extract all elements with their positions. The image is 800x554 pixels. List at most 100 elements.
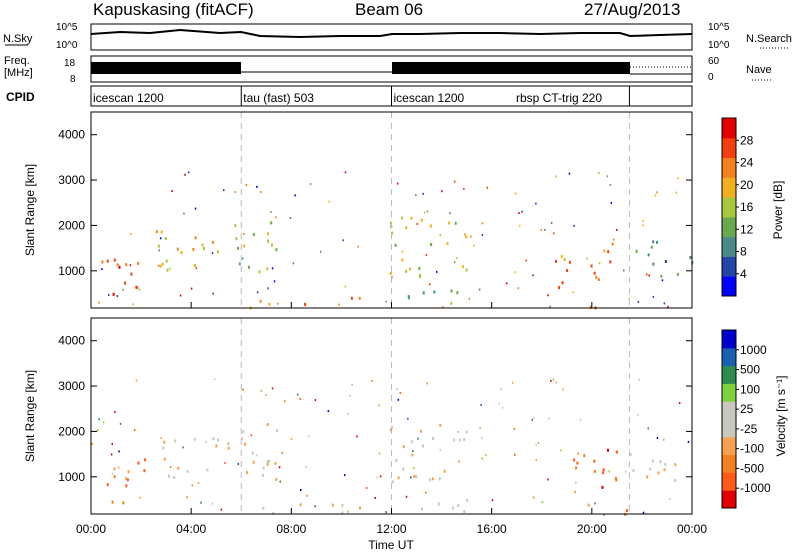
range-cell [573,224,575,227]
range-cell [594,502,596,505]
range-cell [560,255,563,259]
velocity-scatter [91,378,690,516]
x-tick-label: 12:00 [376,522,406,536]
range-cell [347,412,349,415]
range-cell [537,441,540,444]
colorbar-swatch [722,137,736,159]
range-cell [674,478,677,482]
range-cell [420,218,423,222]
range-cell [413,467,415,470]
range-cell [610,202,613,205]
range-cell [347,510,349,513]
range-cell [511,381,514,384]
range-cell [452,506,455,510]
range-cell [514,453,516,456]
range-cell [664,462,667,466]
colorbar-swatch [722,490,736,509]
range-cell [450,301,453,305]
range-cell [405,269,408,273]
range-cell [217,438,220,442]
range-cell [266,460,269,464]
range-cell [593,271,596,275]
range-cell [443,469,446,473]
colorbar-swatch [722,330,736,349]
range-cell [197,481,200,484]
range-cell [358,296,361,300]
range-cell [525,259,527,262]
range-cell [558,286,561,290]
range-cell [429,283,431,286]
range-cell [200,501,202,504]
range-cell [238,262,241,266]
range-cell [428,478,431,482]
range-cell [602,471,605,475]
range-cell [402,445,405,449]
range-cell [535,443,537,446]
colorbar-tick-label: 4 [740,267,747,281]
range-cell [143,469,146,473]
range-cell [572,291,574,294]
range-cell [595,275,598,279]
range-cell [463,187,465,190]
range-cell [224,462,226,464]
range-cell [501,406,504,409]
range-cell [116,295,119,298]
range-cell [385,300,387,303]
range-cell [602,468,605,472]
range-cell [405,495,408,498]
range-cell [292,262,295,265]
range-cell [560,449,562,452]
range-cell [481,233,484,236]
range-cell [430,243,433,246]
range-cell [463,438,466,442]
range-cell [464,233,466,236]
y-tick-label: 3000 [58,379,85,393]
colorbar-tick-label: 28 [740,133,754,147]
range-cell [271,243,273,247]
range-cell [241,257,244,260]
range-cell [533,416,535,419]
range-cell [575,481,577,484]
range-cell [425,254,428,256]
range-cell [399,392,402,395]
range-cell [161,262,164,266]
range-cell [547,478,549,481]
range-cell [677,177,679,180]
range-cell [663,468,666,472]
range-cell [625,470,627,473]
range-cell [678,402,681,404]
range-cell [455,257,458,260]
range-cell [319,250,322,253]
range-cell [441,190,443,193]
colorbar-swatch [722,454,736,473]
x-tick-label: 04:00 [176,522,206,536]
time-x-axis: 00:00 04:00 08:00 12:00 16:00 20:00 00:00 [76,302,707,536]
range-cell [597,278,600,281]
range-cell [193,437,196,441]
colorbar-swatch [722,157,736,178]
range-cell [532,274,534,277]
range-cell [412,450,414,452]
range-cell [357,245,359,248]
range-cell [491,499,494,502]
range-cell [593,469,596,473]
power-y-axis: 1000 2000 3000 4000 [58,128,692,278]
range-cell [289,217,292,219]
range-cell [535,458,537,461]
range-cell [211,240,214,244]
range-cell [241,437,243,440]
y-tick-label: 4000 [58,128,85,142]
range-cell [548,417,550,420]
range-cell [611,242,614,246]
range-cell [277,302,279,305]
range-cell [169,267,171,270]
range-cell [439,448,441,451]
range-cell [201,243,204,247]
range-cell [586,257,588,260]
range-cell [276,428,279,432]
range-cell [252,460,255,464]
colorbar-swatch [722,236,736,257]
range-cell [652,295,655,298]
range-cell [637,300,640,303]
